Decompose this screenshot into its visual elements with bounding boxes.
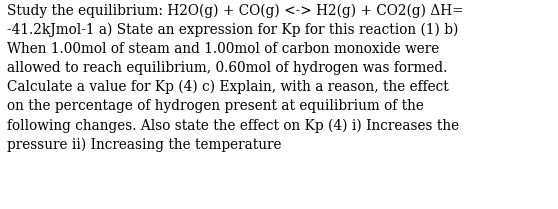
Text: Study the equilibrium: H2O(g) + CO(g) <-> H2(g) + CO2(g) ΔH=
-41.2kJmol-1 a) Sta: Study the equilibrium: H2O(g) + CO(g) <-… bbox=[7, 3, 463, 152]
